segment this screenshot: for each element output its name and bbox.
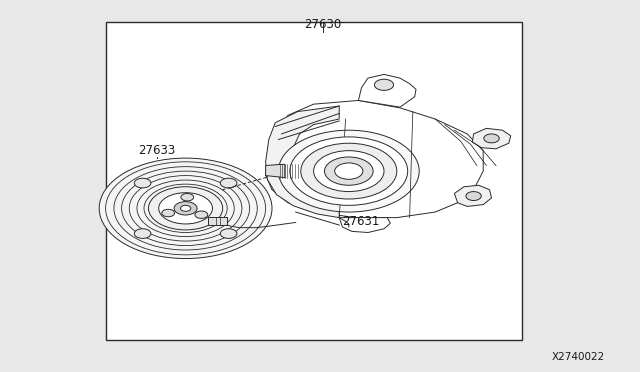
Circle shape (174, 202, 197, 215)
Circle shape (335, 163, 363, 179)
Text: 27631: 27631 (342, 215, 380, 228)
Polygon shape (266, 164, 285, 178)
Circle shape (220, 229, 237, 238)
Circle shape (278, 130, 419, 212)
Bar (208, 217, 227, 225)
Polygon shape (339, 218, 390, 232)
Circle shape (159, 193, 212, 224)
Circle shape (195, 211, 208, 218)
Polygon shape (266, 106, 339, 218)
Circle shape (181, 193, 194, 201)
Bar (106, 22, 522, 340)
Text: 27633: 27633 (138, 144, 175, 157)
Circle shape (220, 178, 237, 188)
Circle shape (374, 79, 394, 90)
Circle shape (484, 134, 499, 143)
Circle shape (180, 205, 191, 211)
Circle shape (466, 192, 481, 201)
Polygon shape (454, 185, 492, 206)
Circle shape (162, 209, 175, 217)
Circle shape (134, 178, 151, 188)
Circle shape (99, 158, 272, 259)
Text: X2740022: X2740022 (552, 352, 605, 362)
Circle shape (314, 151, 384, 192)
Polygon shape (358, 74, 416, 107)
Circle shape (148, 187, 223, 230)
Circle shape (290, 137, 408, 205)
Circle shape (301, 143, 397, 199)
Circle shape (324, 157, 373, 185)
Polygon shape (472, 128, 511, 149)
Polygon shape (266, 100, 483, 218)
Text: 27630: 27630 (305, 18, 342, 31)
Circle shape (134, 229, 151, 238)
